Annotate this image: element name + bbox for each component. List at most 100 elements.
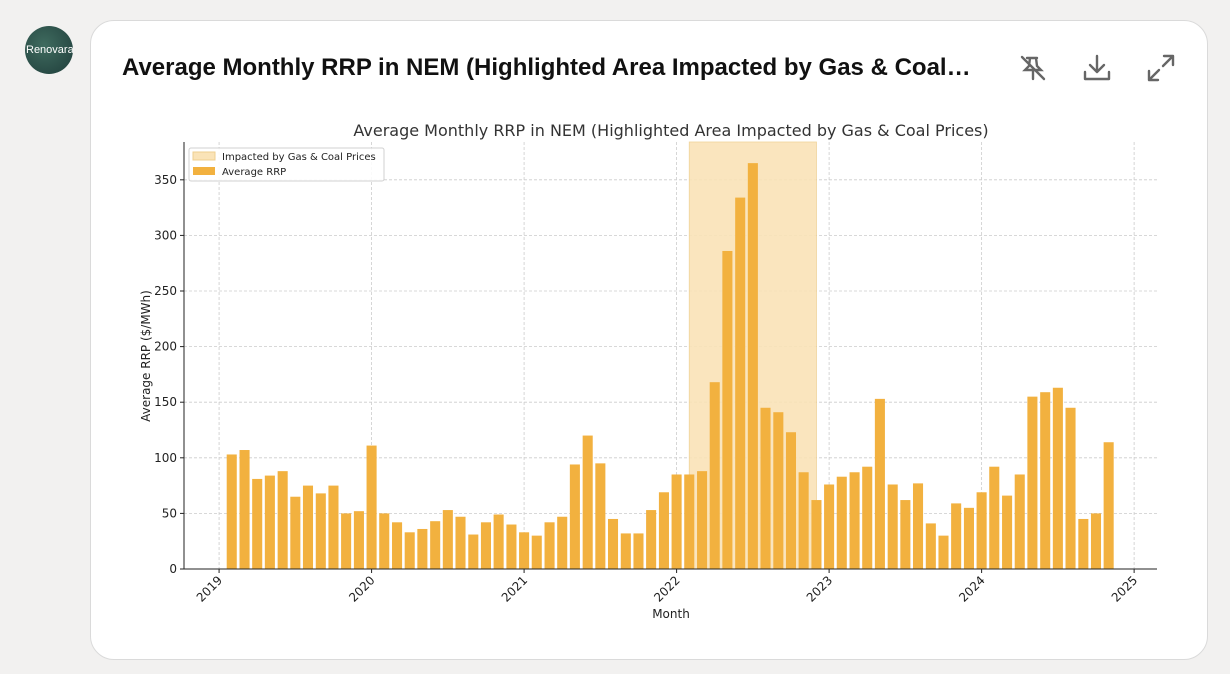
y-tick-label: 50 xyxy=(162,506,177,520)
bar xyxy=(1002,495,1013,569)
bar xyxy=(874,398,885,569)
bar xyxy=(430,521,441,569)
x-tick-label: 2022 xyxy=(651,573,682,604)
x-tick-label: 2023 xyxy=(804,573,835,604)
bar xyxy=(938,535,949,569)
bar xyxy=(379,513,390,569)
bar xyxy=(582,435,593,569)
bar xyxy=(951,503,962,569)
bar xyxy=(836,476,847,569)
y-tick-label: 100 xyxy=(154,451,177,465)
bar xyxy=(544,522,555,569)
bar xyxy=(684,474,695,569)
bar xyxy=(1065,407,1076,569)
bar xyxy=(353,511,364,569)
bar xyxy=(264,475,275,569)
bar xyxy=(633,533,644,569)
bar xyxy=(290,496,301,569)
bar xyxy=(226,454,237,569)
legend: Impacted by Gas & Coal Prices Average RRP xyxy=(188,147,385,182)
legend-swatch xyxy=(193,167,215,175)
bar xyxy=(595,463,606,569)
bar xyxy=(455,516,466,569)
bar xyxy=(671,474,682,569)
x-tick-label: 2019 xyxy=(194,573,225,604)
bar xyxy=(468,534,479,569)
bar xyxy=(302,485,314,569)
bar xyxy=(658,492,669,569)
bar xyxy=(557,516,568,569)
bar xyxy=(646,510,657,569)
bar xyxy=(341,513,352,569)
bar xyxy=(620,533,631,569)
y-tick-label: 300 xyxy=(154,228,177,242)
pin-icon[interactable] xyxy=(1017,52,1049,84)
bar xyxy=(722,250,733,570)
bar xyxy=(912,483,924,569)
legend-swatch xyxy=(192,151,216,161)
bar xyxy=(925,523,936,569)
bar xyxy=(1040,392,1051,569)
bar xyxy=(1027,396,1038,569)
bar xyxy=(989,466,1000,569)
bar xyxy=(849,472,860,569)
bar xyxy=(366,445,377,569)
x-tick-label: 2025 xyxy=(1109,573,1140,604)
bar xyxy=(697,471,708,569)
y-axis-label: Average RRP ($/MWh) xyxy=(139,290,153,422)
bar xyxy=(1103,442,1114,569)
bar xyxy=(519,532,530,569)
bar xyxy=(824,484,835,569)
bar xyxy=(709,382,720,569)
bar xyxy=(277,471,288,569)
bar xyxy=(328,485,339,569)
bar xyxy=(442,510,453,569)
bar xyxy=(239,450,250,569)
y-tick-label: 0 xyxy=(169,562,177,576)
legend-label: Impacted by Gas & Coal Prices xyxy=(222,152,376,163)
bar xyxy=(760,407,771,569)
legend-box xyxy=(188,147,385,182)
bar xyxy=(1052,387,1063,569)
bar xyxy=(417,528,428,569)
chart-title: Average Monthly RRP in NEM (Highlighted … xyxy=(353,121,988,140)
bar xyxy=(862,466,873,569)
expand-icon[interactable] xyxy=(1145,52,1177,84)
y-tick-label: 250 xyxy=(154,284,177,298)
bar xyxy=(798,472,809,569)
legend-label: Average RRP xyxy=(222,167,286,178)
y-tick-label: 200 xyxy=(154,340,177,354)
bar xyxy=(900,500,911,569)
bar xyxy=(392,522,403,569)
bar xyxy=(252,478,263,569)
bar xyxy=(735,197,746,570)
bar xyxy=(531,535,542,569)
bar xyxy=(887,484,898,569)
bar xyxy=(506,524,517,569)
x-tick-label: 2021 xyxy=(499,573,530,604)
bar xyxy=(404,532,415,569)
bar xyxy=(1014,474,1025,569)
bar xyxy=(1078,518,1089,569)
bar xyxy=(315,493,326,569)
bar xyxy=(607,518,619,569)
bar xyxy=(811,500,822,569)
download-icon[interactable] xyxy=(1081,52,1113,84)
logo[interactable]: Renovara xyxy=(25,26,73,74)
x-tick-label: 2024 xyxy=(956,573,987,604)
bar xyxy=(747,163,758,569)
bar xyxy=(773,412,784,569)
bar xyxy=(785,432,797,569)
x-tick-label: 2020 xyxy=(346,573,377,604)
y-tick-label: 150 xyxy=(154,395,177,409)
y-tick-label: 350 xyxy=(154,173,177,187)
bar xyxy=(493,514,504,569)
bar xyxy=(963,507,974,569)
bar xyxy=(976,492,987,569)
bar xyxy=(1090,513,1102,569)
bar xyxy=(569,464,580,569)
x-axis-label: Month xyxy=(652,607,690,621)
bar xyxy=(480,522,491,569)
